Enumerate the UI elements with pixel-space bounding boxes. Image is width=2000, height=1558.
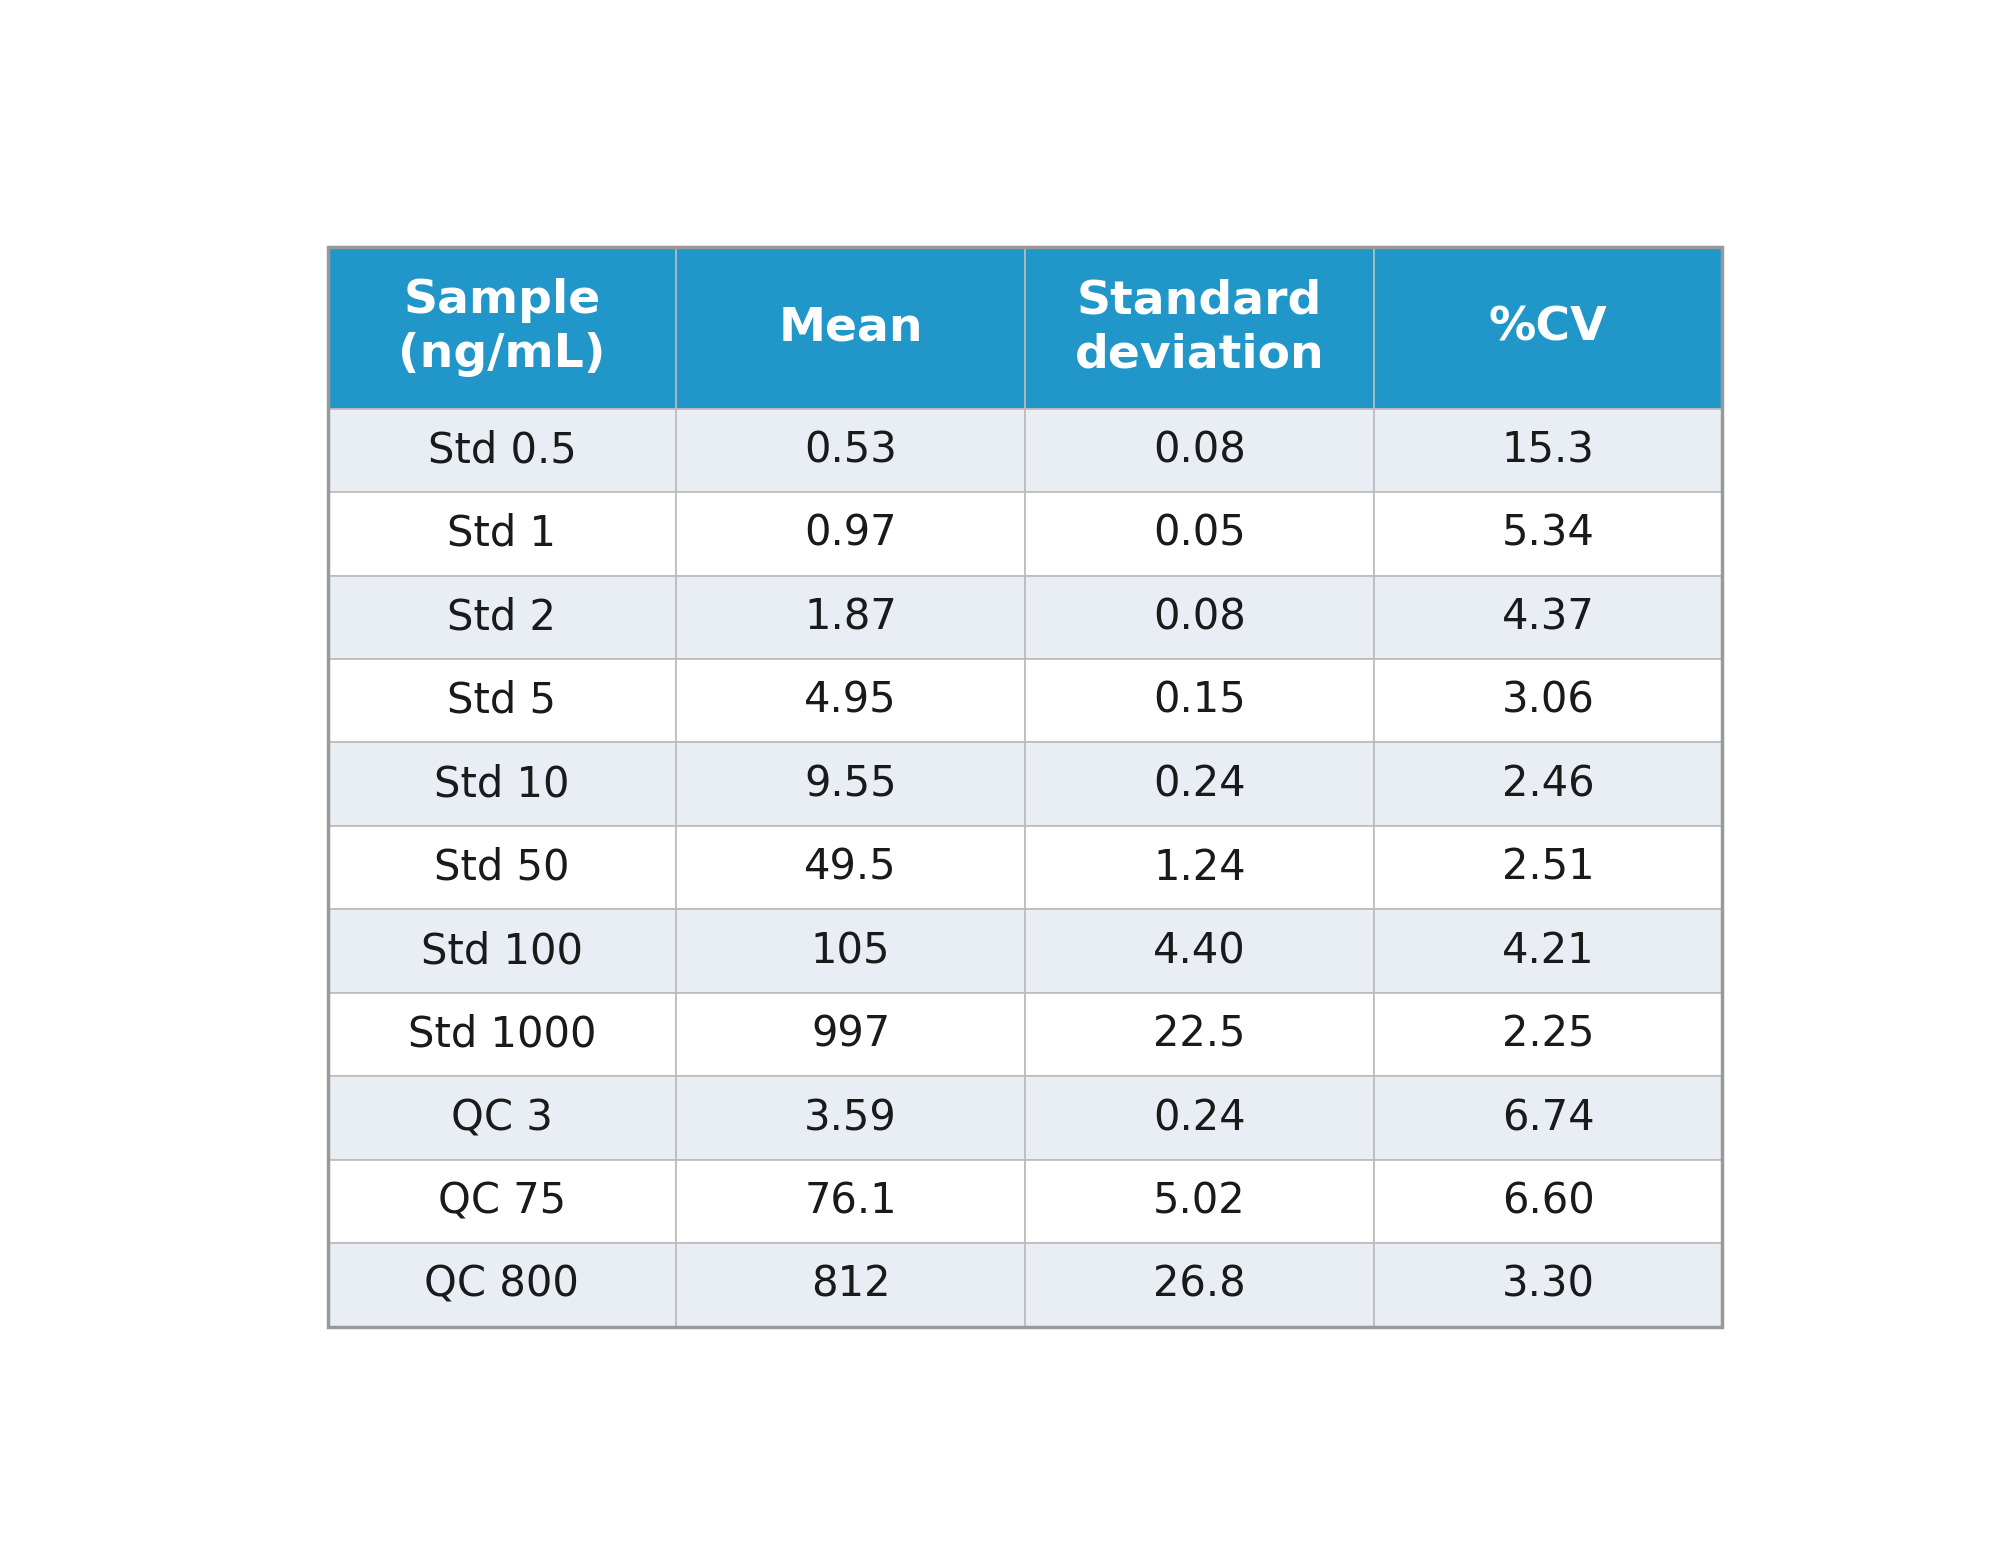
Text: 0.08: 0.08 bbox=[1152, 597, 1246, 639]
Text: 0.53: 0.53 bbox=[804, 430, 898, 472]
Text: Std 1: Std 1 bbox=[448, 513, 556, 555]
Text: Std 50: Std 50 bbox=[434, 846, 570, 888]
Text: Std 100: Std 100 bbox=[420, 930, 582, 972]
Bar bbox=[328, 248, 1722, 1327]
Bar bbox=[676, 659, 1024, 743]
Text: QC 800: QC 800 bbox=[424, 1264, 580, 1306]
Text: 26.8: 26.8 bbox=[1152, 1264, 1246, 1306]
Text: 15.3: 15.3 bbox=[1502, 430, 1594, 472]
Text: Std 2: Std 2 bbox=[448, 597, 556, 639]
Text: 49.5: 49.5 bbox=[804, 846, 896, 888]
Text: 6.74: 6.74 bbox=[1502, 1097, 1594, 1139]
Bar bbox=[1374, 826, 1722, 910]
Bar bbox=[1024, 743, 1374, 826]
Text: 105: 105 bbox=[810, 930, 890, 972]
Bar bbox=[1024, 248, 1374, 408]
Bar bbox=[328, 248, 676, 408]
Bar bbox=[676, 992, 1024, 1077]
Text: Std 10: Std 10 bbox=[434, 763, 570, 805]
Bar bbox=[328, 492, 676, 575]
Text: 5.34: 5.34 bbox=[1502, 513, 1594, 555]
Bar bbox=[676, 910, 1024, 992]
Bar bbox=[1374, 992, 1722, 1077]
Bar bbox=[328, 408, 676, 492]
Bar bbox=[1024, 408, 1374, 492]
Bar bbox=[1024, 992, 1374, 1077]
Text: 997: 997 bbox=[812, 1014, 890, 1056]
Text: Mean: Mean bbox=[778, 305, 922, 351]
Text: 4.21: 4.21 bbox=[1502, 930, 1594, 972]
Bar bbox=[1374, 408, 1722, 492]
Bar bbox=[328, 575, 676, 659]
Text: 0.08: 0.08 bbox=[1152, 430, 1246, 472]
Bar bbox=[1374, 248, 1722, 408]
Text: 1.24: 1.24 bbox=[1154, 846, 1246, 888]
Text: 2.46: 2.46 bbox=[1502, 763, 1594, 805]
Text: Standard
deviation: Standard deviation bbox=[1074, 279, 1324, 377]
Bar bbox=[676, 826, 1024, 910]
Bar bbox=[328, 992, 676, 1077]
Bar bbox=[676, 492, 1024, 575]
Bar bbox=[1374, 492, 1722, 575]
Bar bbox=[1024, 1159, 1374, 1243]
Bar bbox=[676, 248, 1024, 408]
Text: Sample
(ng/mL): Sample (ng/mL) bbox=[398, 279, 606, 377]
Bar bbox=[1024, 659, 1374, 743]
Bar bbox=[1024, 575, 1374, 659]
Bar bbox=[1374, 1243, 1722, 1327]
Text: 3.59: 3.59 bbox=[804, 1097, 896, 1139]
Bar bbox=[1374, 743, 1722, 826]
Text: QC 75: QC 75 bbox=[438, 1181, 566, 1223]
Bar bbox=[676, 743, 1024, 826]
Bar bbox=[676, 408, 1024, 492]
Bar bbox=[1024, 826, 1374, 910]
Text: 6.60: 6.60 bbox=[1502, 1181, 1594, 1223]
Bar bbox=[328, 1159, 676, 1243]
Bar bbox=[328, 1243, 676, 1327]
Text: 0.05: 0.05 bbox=[1152, 513, 1246, 555]
Text: 812: 812 bbox=[810, 1264, 890, 1306]
Bar bbox=[1024, 1077, 1374, 1159]
Bar bbox=[1024, 492, 1374, 575]
Bar bbox=[1024, 1243, 1374, 1327]
Text: 76.1: 76.1 bbox=[804, 1181, 896, 1223]
Text: 3.30: 3.30 bbox=[1502, 1264, 1594, 1306]
Text: Std 0.5: Std 0.5 bbox=[428, 430, 576, 472]
Text: 3.06: 3.06 bbox=[1502, 679, 1594, 721]
Bar bbox=[328, 659, 676, 743]
Bar bbox=[1374, 575, 1722, 659]
Text: 0.24: 0.24 bbox=[1154, 763, 1246, 805]
Text: 4.40: 4.40 bbox=[1152, 930, 1246, 972]
Text: %CV: %CV bbox=[1488, 305, 1608, 351]
Text: 0.24: 0.24 bbox=[1154, 1097, 1246, 1139]
Text: 4.37: 4.37 bbox=[1502, 597, 1594, 639]
Bar bbox=[676, 1077, 1024, 1159]
Bar bbox=[328, 1077, 676, 1159]
Text: 9.55: 9.55 bbox=[804, 763, 896, 805]
Bar bbox=[1374, 910, 1722, 992]
Bar bbox=[328, 826, 676, 910]
Bar bbox=[1374, 1159, 1722, 1243]
Text: 2.51: 2.51 bbox=[1502, 846, 1594, 888]
Text: Std 5: Std 5 bbox=[448, 679, 556, 721]
Bar bbox=[328, 743, 676, 826]
Bar bbox=[1024, 910, 1374, 992]
Text: 2.25: 2.25 bbox=[1502, 1014, 1594, 1056]
Text: 4.95: 4.95 bbox=[804, 679, 896, 721]
Bar bbox=[676, 1243, 1024, 1327]
Text: QC 3: QC 3 bbox=[450, 1097, 552, 1139]
Bar bbox=[1374, 659, 1722, 743]
Text: 0.15: 0.15 bbox=[1152, 679, 1246, 721]
Text: 5.02: 5.02 bbox=[1154, 1181, 1246, 1223]
Text: 1.87: 1.87 bbox=[804, 597, 896, 639]
Text: Std 1000: Std 1000 bbox=[408, 1014, 596, 1056]
Text: 0.97: 0.97 bbox=[804, 513, 896, 555]
Text: 22.5: 22.5 bbox=[1154, 1014, 1246, 1056]
Bar bbox=[1374, 1077, 1722, 1159]
Bar bbox=[676, 575, 1024, 659]
Bar bbox=[328, 910, 676, 992]
Bar bbox=[676, 1159, 1024, 1243]
